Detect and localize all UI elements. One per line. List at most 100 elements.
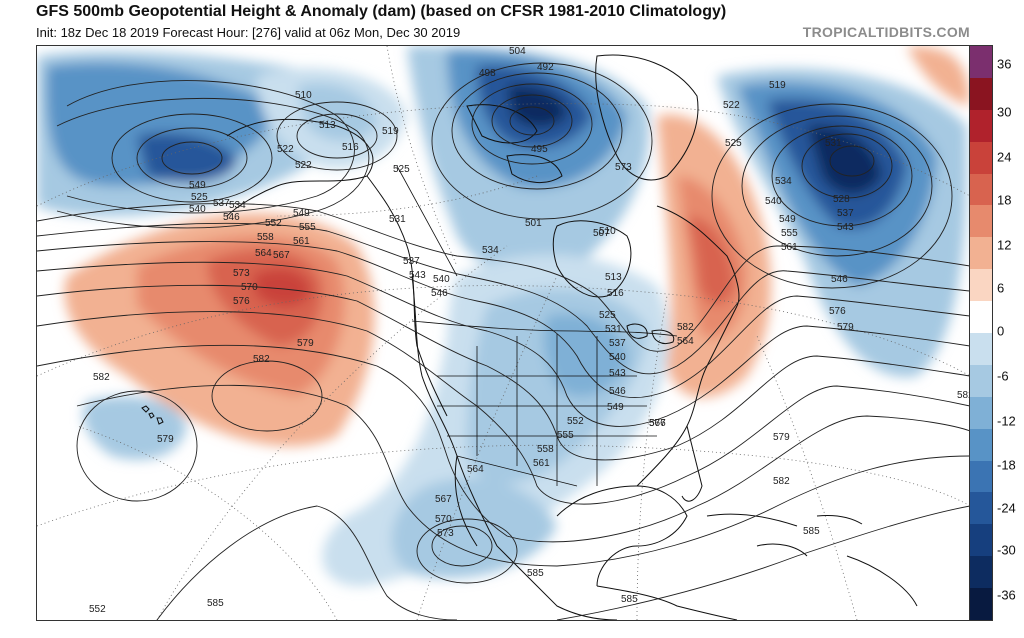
- contour-label: 558: [257, 232, 274, 243]
- brand-watermark: TROPICALTIDBITS.COM: [802, 24, 970, 40]
- contour-label: 513: [319, 120, 336, 131]
- contour-label: 570: [435, 514, 452, 525]
- contour-label: 534: [482, 245, 499, 256]
- colorbar-segment: [970, 141, 992, 175]
- contour-label: 537: [403, 256, 420, 267]
- graticule: [37, 46, 970, 620]
- contour-label: 558: [537, 444, 554, 455]
- contour-label: 555: [781, 228, 798, 239]
- contour-label: 585: [207, 598, 224, 609]
- colorbar-segment: [970, 46, 992, 79]
- contour-label: 573: [615, 162, 632, 173]
- contour-label: 540: [189, 204, 206, 215]
- contour-label: 507: [593, 228, 610, 239]
- contour-label: 540: [609, 352, 626, 363]
- contour-label: 576: [649, 418, 666, 429]
- contour-label: 552: [265, 218, 282, 229]
- contour-label: 522: [723, 100, 740, 111]
- contour-label: 579: [157, 434, 174, 445]
- colorbar-segment: [970, 205, 992, 238]
- contour-label: 552: [567, 416, 584, 427]
- contour-label: 546: [223, 212, 240, 223]
- contour-label: 585: [803, 526, 820, 537]
- colorbar-label: 12: [997, 237, 1012, 253]
- contour-label: 525: [599, 310, 616, 321]
- colorbar-segment: [970, 333, 992, 366]
- contour-label: 585: [621, 594, 638, 605]
- colorbar-segment: [970, 269, 992, 302]
- contour-label: 564: [467, 464, 484, 475]
- contour-label: 582: [93, 372, 110, 383]
- contour-label: 513: [605, 272, 622, 283]
- contour-label: 579: [837, 322, 854, 333]
- colorbar-segment: [970, 524, 992, 557]
- contour-label: 540: [765, 196, 782, 207]
- contour-label: 570: [241, 282, 258, 293]
- contour-label: 504: [509, 46, 526, 57]
- colorbar-label: 0: [997, 323, 1005, 339]
- colorbar-label: -36: [997, 587, 1016, 603]
- colorbar-label: 36: [997, 56, 1012, 72]
- colorbar-label: -18: [997, 457, 1016, 473]
- contour-label: 555: [557, 430, 574, 441]
- colorbar-label: -30: [997, 542, 1016, 558]
- contour-label: 540: [433, 274, 450, 285]
- anomaly-colorbar: [969, 45, 993, 621]
- colorbar-label: -12: [997, 413, 1016, 429]
- colorbar-label: 6: [997, 280, 1005, 296]
- contour-label: 567: [273, 250, 290, 261]
- contour-label: 582: [957, 390, 970, 401]
- contour-label: 555: [299, 222, 316, 233]
- contour-label: 522: [277, 144, 294, 155]
- colorbar-segment: [970, 492, 992, 525]
- contour-label: 576: [233, 296, 250, 307]
- borders: [396, 165, 678, 487]
- contour-label: 561: [533, 458, 550, 469]
- contour-label: 549: [293, 208, 310, 219]
- contour-label: 537: [213, 198, 230, 209]
- height-contours: [37, 62, 970, 620]
- contour-label: 582: [253, 354, 270, 365]
- contour-label: 552: [89, 604, 106, 615]
- colorbar-segment: [970, 77, 992, 111]
- contour-label: 525: [393, 164, 410, 175]
- contour-label: 582: [677, 322, 694, 333]
- contour-label: 537: [837, 208, 854, 219]
- contour-label: 549: [189, 180, 206, 191]
- contour-label: 576: [829, 306, 846, 317]
- contour-label: 543: [609, 368, 626, 379]
- contour-label: 543: [837, 222, 854, 233]
- contour-label: 573: [233, 268, 250, 279]
- contour-label: 579: [773, 432, 790, 443]
- contour-label: 564: [677, 336, 694, 347]
- contour-label: 543: [409, 270, 426, 281]
- contour-labels: 510 513 516 519 522 525 504 498 492 495 501 507 519 5…: [89, 46, 970, 615]
- contour-label: 585: [527, 568, 544, 579]
- colorbar-segment: [970, 237, 992, 270]
- contour-label: 492: [537, 62, 554, 73]
- colorbar-segment: [970, 428, 992, 462]
- contour-label: 528: [833, 194, 850, 205]
- contour-label: 546: [431, 288, 448, 299]
- contour-label: 549: [779, 214, 796, 225]
- height-anomaly-map: 510 513 516 519 522 525 504 498 492 495 501 507 519 5…: [37, 46, 970, 620]
- contour-label: 537: [609, 338, 626, 349]
- colorbar-segment: [970, 396, 992, 430]
- colorbar-label: -24: [997, 500, 1016, 516]
- colorbar-label: 24: [997, 149, 1012, 165]
- coastlines: [141, 54, 918, 620]
- contour-label: 567: [649, 418, 666, 429]
- contour-label: 567: [435, 494, 452, 505]
- map-panel: 510 513 516 519 522 525 504 498 492 495 501 507 519 5…: [36, 45, 971, 621]
- contour-label: 519: [382, 126, 399, 137]
- contour-label: 579: [297, 338, 314, 349]
- contour-label: 573: [437, 528, 454, 539]
- colorbar-label: 18: [997, 192, 1012, 208]
- colorbar-segment: [970, 173, 992, 206]
- colorbar-segment: [970, 556, 992, 589]
- contour-label: 549: [607, 402, 624, 413]
- contour-label: 525: [725, 138, 742, 149]
- contour-label: 525: [191, 192, 208, 203]
- contour-label: 561: [781, 242, 798, 253]
- colorbar-segment: [970, 301, 992, 334]
